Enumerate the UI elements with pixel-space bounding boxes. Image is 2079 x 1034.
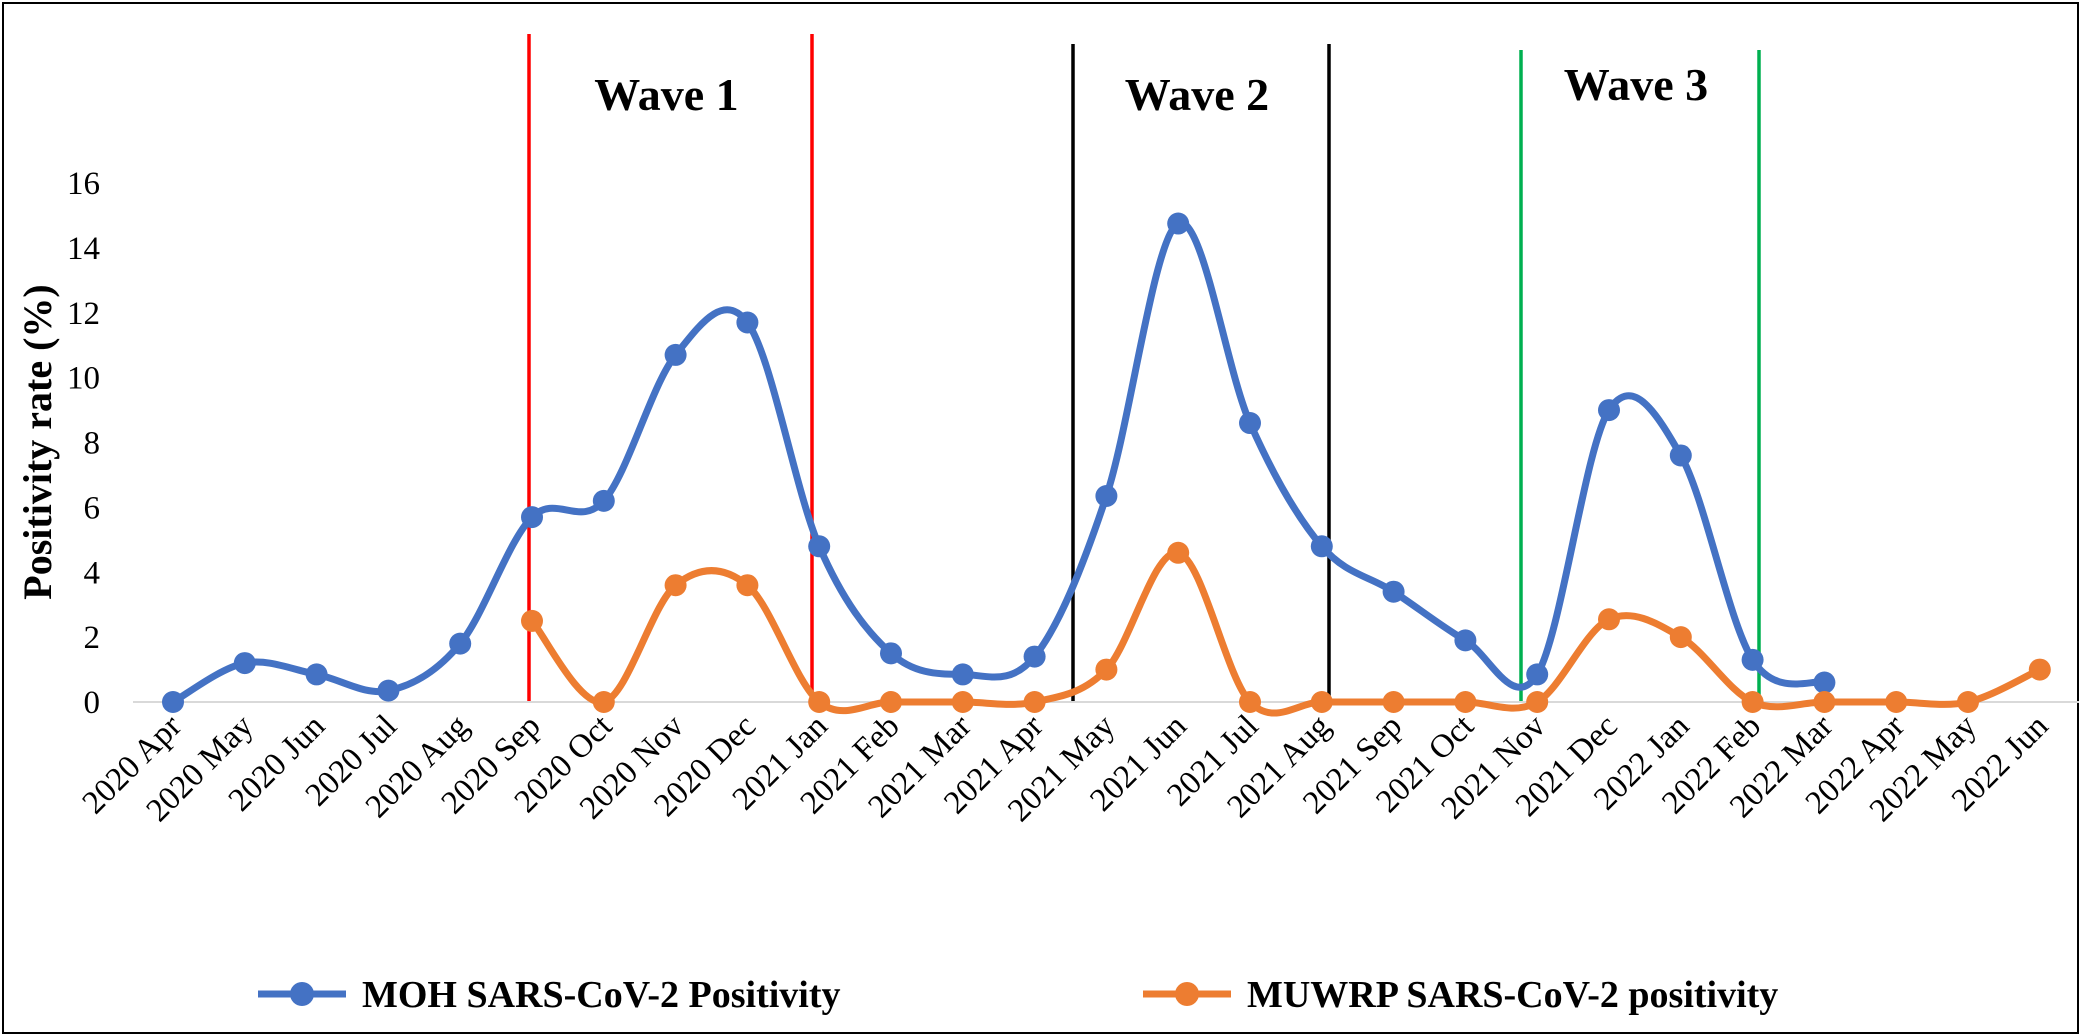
wave-label: Wave 1	[594, 69, 738, 120]
data-point	[1023, 691, 1046, 713]
data-point	[736, 574, 759, 597]
data-point	[1957, 691, 1979, 713]
data-point	[2028, 658, 2051, 681]
data-point	[1669, 626, 1692, 649]
data-point	[1167, 541, 1190, 564]
data-point	[951, 691, 974, 713]
data-point	[592, 691, 615, 713]
data-point	[1813, 691, 1836, 713]
y-tick-label: 14	[67, 231, 100, 267]
data-point	[1382, 580, 1405, 603]
data-point	[592, 489, 615, 512]
legend-label: MOH SARS-CoV-2 Positivity	[362, 974, 841, 1016]
data-point	[880, 642, 902, 665]
data-point	[1598, 608, 1620, 631]
legend-swatch-marker	[290, 982, 314, 1006]
y-axis-title: Positivity rate (%)	[15, 284, 60, 599]
y-tick-label: 16	[67, 166, 100, 202]
data-point	[521, 609, 543, 632]
data-point	[1741, 691, 1764, 713]
data-point	[1310, 535, 1333, 558]
series-line-1	[169, 219, 1828, 706]
data-point	[1310, 691, 1333, 713]
y-tick-label: 6	[84, 490, 101, 526]
data-point	[162, 691, 184, 713]
data-point	[1598, 399, 1620, 422]
legend-label: MUWRP SARS-CoV-2 positivity	[1247, 974, 1778, 1016]
data-point	[951, 663, 974, 686]
data-point	[1382, 691, 1405, 713]
data-point	[1526, 663, 1549, 686]
y-tick-label: 10	[67, 361, 100, 397]
legend-swatch-marker	[1175, 982, 1199, 1006]
y-tick-label: 0	[84, 685, 101, 721]
y-tick-label: 8	[84, 426, 101, 462]
data-point	[1239, 691, 1261, 713]
y-tick-label: 12	[67, 296, 100, 332]
data-point	[233, 652, 256, 675]
y-tick-label: 4	[84, 555, 101, 591]
data-point	[377, 679, 400, 702]
data-point	[1813, 671, 1836, 694]
data-point	[808, 691, 831, 713]
data-point	[1454, 629, 1477, 652]
y-tick-label: 2	[84, 620, 101, 656]
data-point	[1095, 485, 1118, 508]
data-point	[1885, 691, 1908, 713]
data-point	[305, 663, 328, 686]
data-point	[1526, 691, 1549, 713]
data-point	[736, 311, 759, 334]
wave-label: Wave 2	[1125, 69, 1269, 120]
data-point	[1167, 212, 1190, 235]
data-point	[664, 574, 687, 597]
data-point	[1669, 444, 1692, 467]
data-point	[880, 691, 902, 713]
data-point	[1095, 658, 1118, 681]
series-line-2	[528, 549, 2044, 717]
data-point	[521, 506, 543, 529]
data-point	[664, 343, 687, 366]
data-point	[808, 535, 831, 558]
data-point	[1023, 645, 1046, 668]
data-point	[1239, 412, 1261, 435]
data-point	[449, 632, 472, 655]
wave-label: Wave 3	[1564, 59, 1708, 110]
data-point	[1454, 691, 1477, 713]
data-point	[1741, 648, 1764, 671]
